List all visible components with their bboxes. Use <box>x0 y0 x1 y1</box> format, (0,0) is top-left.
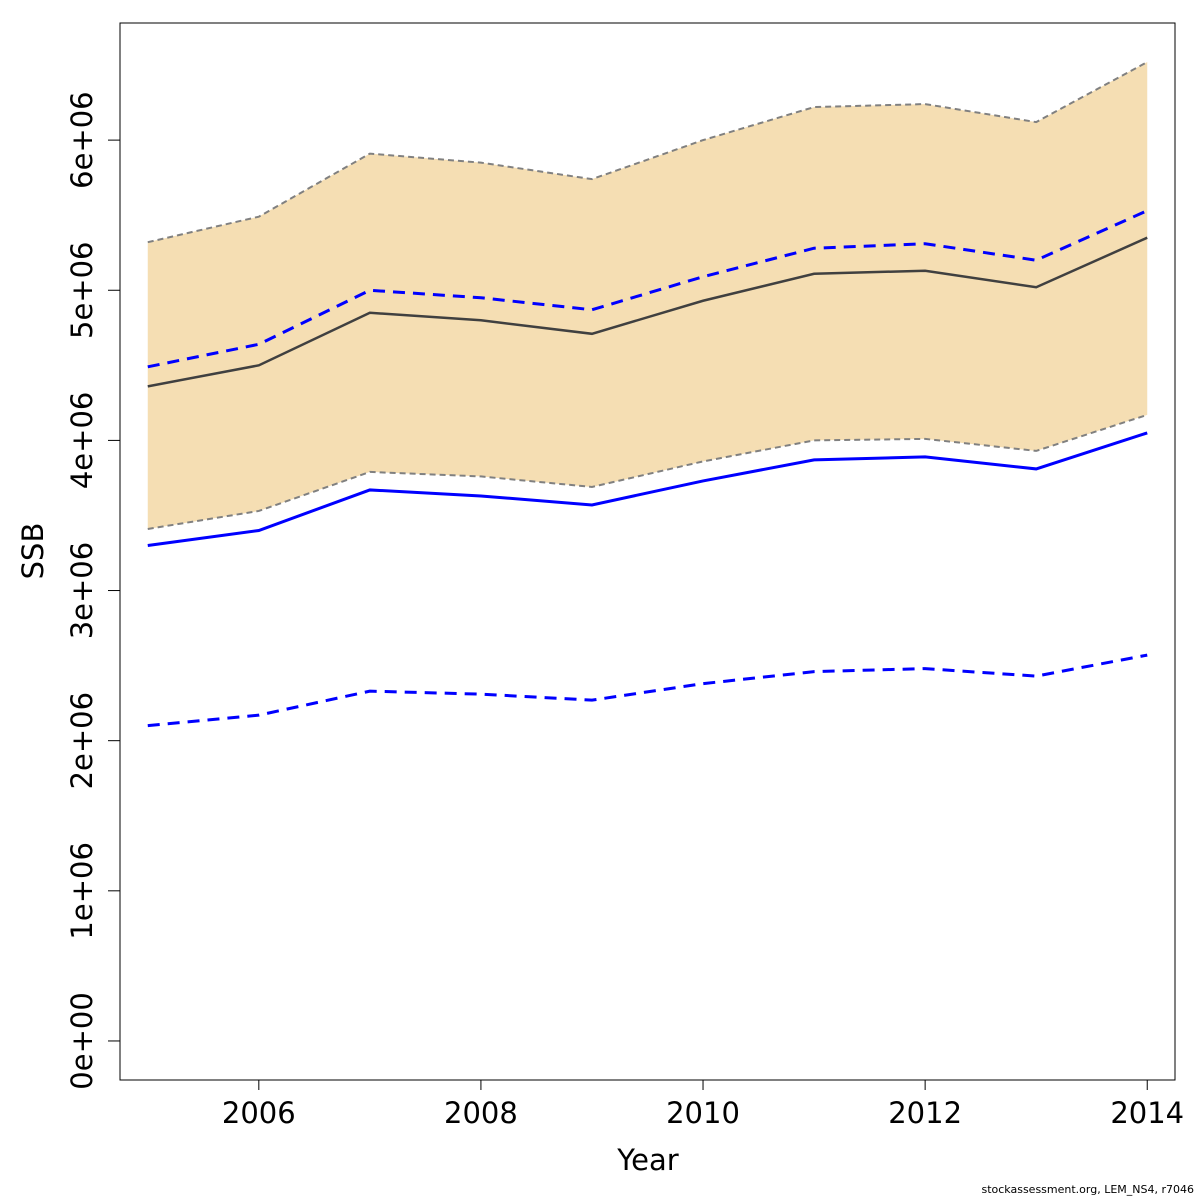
confidence-band-area <box>147 62 1148 529</box>
x-tick-label: 2012 <box>888 1096 962 1130</box>
y-tick-label: 1e+06 <box>65 842 99 940</box>
y-tick-label: 3e+06 <box>65 542 99 640</box>
y-tick-label: 4e+06 <box>65 392 99 490</box>
y-tick-label: 5e+06 <box>65 242 99 340</box>
band-lower-bound-line <box>147 413 1148 530</box>
band-upper-bound-line <box>147 61 1148 244</box>
x-tick-label: 2006 <box>222 1096 296 1130</box>
confidence-band <box>147 61 1148 530</box>
y-tick-label: 6e+06 <box>65 91 99 189</box>
x-axis: 2006 2008 2010 2012 2014 <box>222 1079 1184 1130</box>
y-axis-title: SSB <box>16 523 50 580</box>
x-tick-label: 2010 <box>666 1096 740 1130</box>
y-tick-label: 2e+06 <box>65 692 99 790</box>
credit-text: stockassessment.org, LEM_NS4, r7046 <box>981 1183 1194 1196</box>
estimate-line <box>147 236 1148 388</box>
series-lines <box>147 209 1148 728</box>
x-axis-title: Year <box>616 1143 678 1177</box>
solid-blue-line <box>147 431 1148 547</box>
x-tick-label: 2014 <box>1110 1096 1184 1130</box>
lower-dashed-line <box>147 653 1148 728</box>
x-tick-label: 2008 <box>444 1096 518 1130</box>
y-tick-label: 0e+00 <box>65 992 99 1090</box>
y-axis: 0e+00 1e+06 2e+06 3e+06 4e+06 5e+06 6e+06 <box>65 91 121 1090</box>
